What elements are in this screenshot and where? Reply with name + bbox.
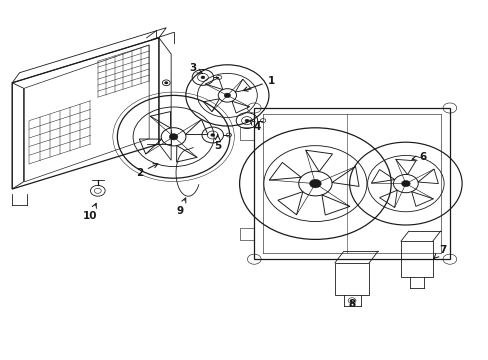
Text: 7: 7	[433, 245, 446, 258]
Text: 8: 8	[348, 299, 355, 309]
Text: 5: 5	[214, 135, 221, 151]
Circle shape	[164, 81, 168, 84]
Circle shape	[309, 179, 321, 188]
Text: 1: 1	[243, 76, 274, 91]
Circle shape	[401, 180, 409, 187]
Text: 4: 4	[249, 120, 260, 132]
Circle shape	[244, 119, 248, 122]
Text: 10: 10	[83, 203, 98, 221]
Text: 9: 9	[176, 198, 185, 216]
Circle shape	[210, 134, 214, 136]
Circle shape	[169, 134, 178, 140]
Text: 6: 6	[411, 152, 426, 162]
Text: 2: 2	[136, 164, 158, 178]
Circle shape	[201, 76, 204, 79]
Circle shape	[224, 93, 230, 98]
Text: 3: 3	[189, 63, 202, 73]
